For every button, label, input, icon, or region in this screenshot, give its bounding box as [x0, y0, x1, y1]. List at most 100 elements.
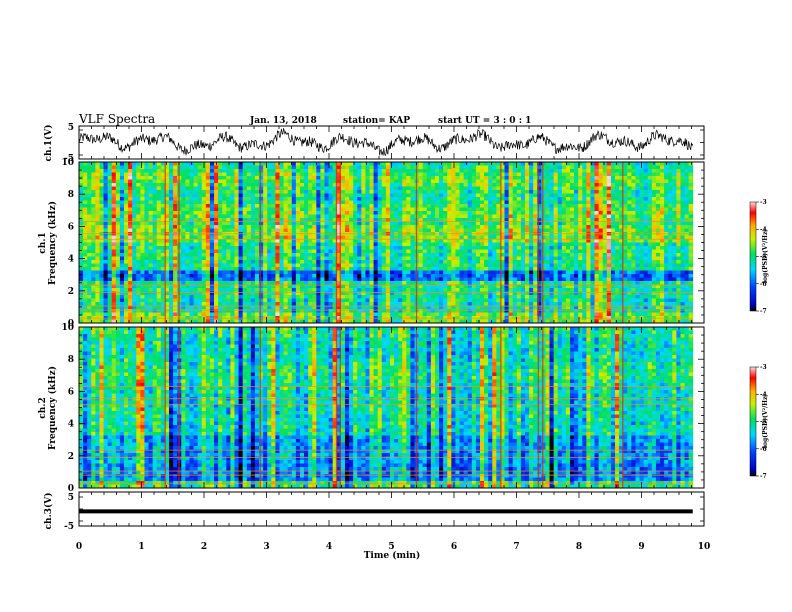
spectrogram-cell: [496, 256, 501, 261]
spectrogram-cell: [434, 218, 440, 222]
spectrogram-cell: [87, 169, 92, 173]
spectrogram-cell: [627, 169, 632, 173]
spectrogram-cell: [430, 200, 436, 205]
spectrogram-cell: [91, 263, 96, 268]
spectrogram-cell: [455, 190, 460, 194]
spectrogram-cell: [598, 197, 604, 201]
spectrogram-cell: [561, 162, 567, 166]
spectrogram-cell: [79, 221, 84, 226]
spectrogram-cell: [565, 249, 571, 254]
spectrogram-cell: [369, 169, 374, 173]
spectrogram-cell: [488, 249, 493, 254]
spectrogram-cell: [336, 197, 342, 201]
spectrogram-cell: [484, 246, 489, 250]
spectrogram-cell: [164, 176, 170, 180]
spectrogram-cell: [299, 242, 305, 247]
spectrogram-cell: [574, 249, 579, 254]
spectrogram-cell: [369, 253, 374, 257]
spectrogram-cell: [373, 221, 379, 226]
spectrogram-cell: [164, 260, 170, 264]
spectrogram-cell: [103, 162, 109, 166]
spectrogram-cell: [479, 186, 485, 191]
spectrogram-cell: [549, 228, 555, 233]
spectrogram-cell: [492, 239, 497, 243]
spectrogram-cell: [328, 218, 334, 222]
spectrogram-cell: [651, 211, 657, 215]
spectrogram-cell: [128, 274, 133, 278]
spectrogram-cell: [124, 249, 129, 254]
spectrogram-cell: [496, 165, 501, 170]
spectrogram-cell: [422, 179, 428, 184]
spectrogram-cell: [340, 242, 346, 247]
spectrogram-cell: [537, 214, 542, 219]
spectrogram-cell: [344, 221, 350, 226]
spectrogram-cell: [226, 260, 231, 264]
spectrogram-cell: [373, 270, 379, 275]
spectrogram-cell: [664, 228, 669, 233]
spectrogram-cell: [422, 239, 428, 243]
spectrogram-cell: [164, 204, 170, 208]
spectrogram-cell: [267, 211, 272, 215]
spectrogram-cell: [295, 162, 301, 166]
spectrogram-cell: [627, 267, 632, 271]
spectrogram-cell: [160, 169, 166, 173]
spectrogram-cell: [148, 263, 154, 268]
spectrogram-cell: [459, 221, 465, 226]
spectrogram-cell: [124, 246, 129, 250]
spectrogram-cell: [471, 263, 477, 268]
spectrogram-cell: [627, 162, 632, 166]
spectrogram-cell: [222, 193, 227, 198]
spectrogram-cell: [357, 214, 362, 219]
spectrogram-cell: [500, 162, 505, 166]
spectrogram-cell: [631, 242, 636, 247]
spectrogram-cell: [467, 204, 473, 208]
spectrogram-cell: [635, 204, 640, 208]
spectrogram-cell: [349, 249, 354, 254]
spectrogram-cell: [496, 267, 501, 271]
spectrogram-cell: [279, 165, 284, 170]
spectrogram-cell: [340, 190, 346, 194]
spectrogram-cell: [623, 162, 628, 166]
spectrogram-cell: [124, 263, 129, 268]
spectrogram-cell: [475, 228, 481, 233]
spectrogram-cell: [124, 270, 129, 275]
spectrogram-cell: [504, 162, 510, 166]
spectrogram-cell: [111, 267, 117, 271]
spectrogram-cell: [598, 239, 604, 243]
spectrogram-cell: [128, 172, 133, 177]
spectrogram-cell: [590, 218, 595, 222]
spectrogram-cell: [164, 218, 170, 222]
spectrogram-cell: [594, 239, 600, 243]
spectrogram-cell: [238, 197, 244, 201]
spectrogram-cell: [128, 190, 133, 194]
spectrogram-cell: [422, 249, 428, 254]
spectrogram-cell: [291, 228, 297, 233]
spectrogram-cell: [439, 267, 444, 271]
spectrogram-cell: [304, 162, 309, 166]
spectrogram-cell: [353, 169, 358, 173]
spectrogram-cell: [271, 207, 276, 212]
spectrogram-cell: [361, 270, 366, 275]
spectrogram-cell: [279, 204, 284, 208]
spectrogram-cell: [631, 211, 636, 215]
spectrogram-cell: [398, 183, 403, 187]
spectrogram-cell: [488, 221, 493, 226]
spectrogram-cell: [336, 169, 342, 173]
spectrogram-cell: [451, 256, 456, 261]
spectrogram-cell: [205, 169, 211, 173]
spectrogram-cell: [287, 228, 293, 233]
spectrogram-cell: [324, 197, 329, 201]
spectrogram-cell: [520, 235, 526, 240]
spectrogram-cell: [439, 211, 444, 215]
spectrogram-cell: [291, 256, 297, 261]
spectrogram-cell: [308, 246, 313, 250]
spectrogram-cell: [254, 274, 260, 278]
spectrogram-cell: [197, 221, 203, 226]
spectrogram-cell: [680, 263, 685, 268]
spectrogram-cell: [140, 256, 145, 261]
spectrogram-cell: [660, 263, 665, 268]
spectrogram-cell: [169, 249, 174, 254]
spectrogram-cell: [557, 172, 563, 177]
spectrogram-cell: [357, 186, 362, 191]
spectrogram-cell: [169, 183, 174, 187]
